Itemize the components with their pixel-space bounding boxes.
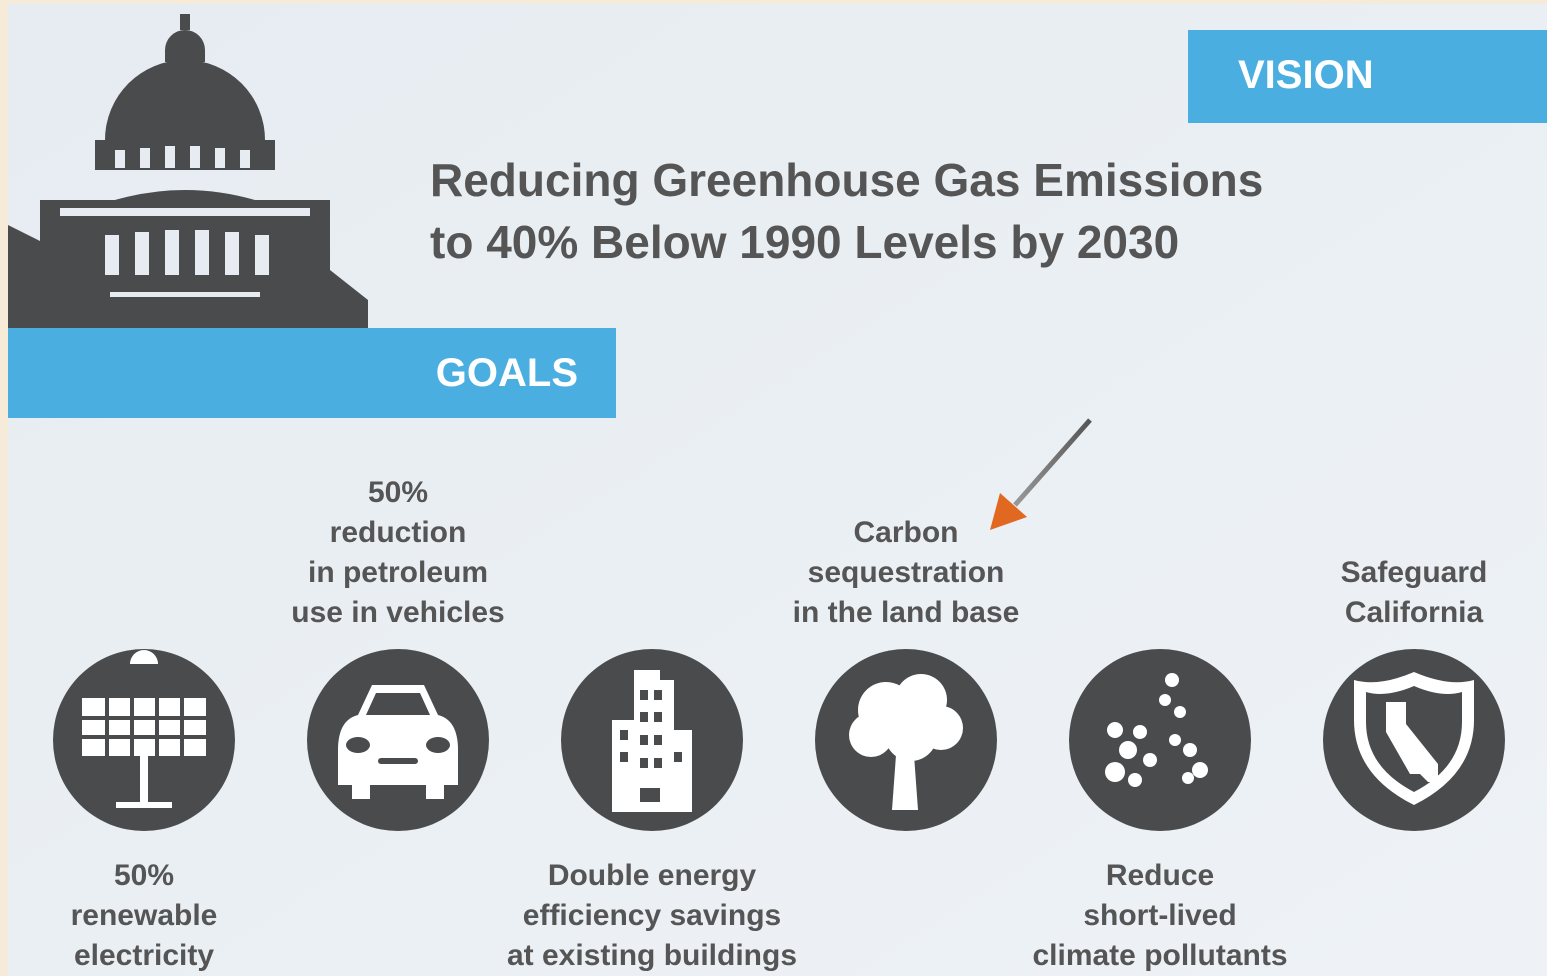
goal-icon [612, 670, 692, 812]
goal-label: Reduce [1106, 859, 1214, 892]
goal-label: at existing buildings [507, 939, 797, 972]
goal-label: Double energy [548, 859, 757, 892]
pointer-arrowhead [990, 493, 1027, 530]
goal-label: efficiency savings [523, 899, 781, 932]
title-line: to 40% Below 1990 Levels by 2030 [430, 216, 1179, 268]
goal-label: 50% [114, 859, 174, 892]
goal-label: Carbon [854, 516, 959, 549]
vision-box [1188, 30, 1547, 123]
goal-icon [1354, 672, 1474, 805]
goal-label: California [1345, 596, 1484, 629]
goal-label: in the land base [793, 596, 1020, 629]
goal-label: renewable [71, 899, 218, 932]
goal-label: sequestration [808, 556, 1005, 589]
goal-icon [338, 685, 458, 799]
goal-label: use in vehicles [291, 596, 504, 629]
goal-label: reduction [330, 516, 467, 549]
goal-icon [1105, 673, 1208, 787]
pointer-arrow [1013, 418, 1092, 507]
goals: 50% renewable electricity 50% reduction in pe… [53, 476, 1505, 972]
vision-label: VISION [1238, 53, 1374, 97]
goals-bar [8, 328, 616, 418]
goal-icon [82, 650, 206, 808]
goal-circle [1069, 649, 1251, 831]
capitol-columns [60, 146, 310, 297]
goal-label: short-lived [1083, 899, 1236, 932]
goals-label: GOALS [436, 351, 578, 395]
goal-label: Safeguard [1341, 556, 1488, 589]
goal-label: electricity [74, 939, 214, 972]
goal-label: in petroleum [308, 556, 488, 589]
goal-label: 50% [368, 476, 428, 509]
title-line: Reducing Greenhouse Gas Emissions [430, 154, 1263, 206]
goal-label: climate pollutants [1032, 939, 1287, 972]
goal-icon [849, 674, 963, 810]
